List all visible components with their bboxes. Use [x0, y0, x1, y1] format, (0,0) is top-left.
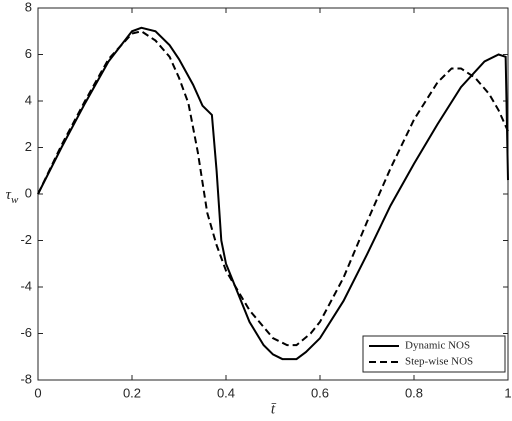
- legend-label: Dynamic NOS: [405, 340, 470, 352]
- y-tick-label: -2: [20, 232, 32, 247]
- legend-label: Step-wise NOS: [405, 356, 473, 368]
- data-line: [37, 30, 509, 347]
- legend: Dynamic NOS Step-wise NOS: [362, 335, 506, 373]
- y-tick-label: 4: [25, 92, 32, 107]
- y-axis-label-sub: w: [11, 194, 19, 206]
- y-axis-label-base: τ: [6, 187, 12, 203]
- x-tick-label: 1: [504, 385, 511, 400]
- y-tick-label: 8: [25, 0, 32, 14]
- x-axis-label: t̄: [271, 401, 277, 417]
- y-tick-label: 2: [25, 139, 32, 154]
- x-tick-label: 0.2: [123, 385, 141, 400]
- y-tick-label: 0: [25, 185, 32, 200]
- y-tick-label: -4: [20, 278, 32, 293]
- x-tick-label: 0.4: [217, 385, 235, 400]
- y-axis-label: τw: [6, 187, 19, 205]
- plot-area: [37, 7, 509, 381]
- legend-box: [362, 335, 506, 373]
- y-tick-label: 6: [25, 46, 32, 61]
- data-line: [37, 26, 509, 361]
- x-tick-label: 0.6: [311, 385, 329, 400]
- x-tick-label: 0: [34, 385, 41, 400]
- y-tick-label: -8: [20, 371, 32, 386]
- y-tick-label: -6: [20, 325, 32, 340]
- x-tick-label: 0.8: [405, 385, 423, 400]
